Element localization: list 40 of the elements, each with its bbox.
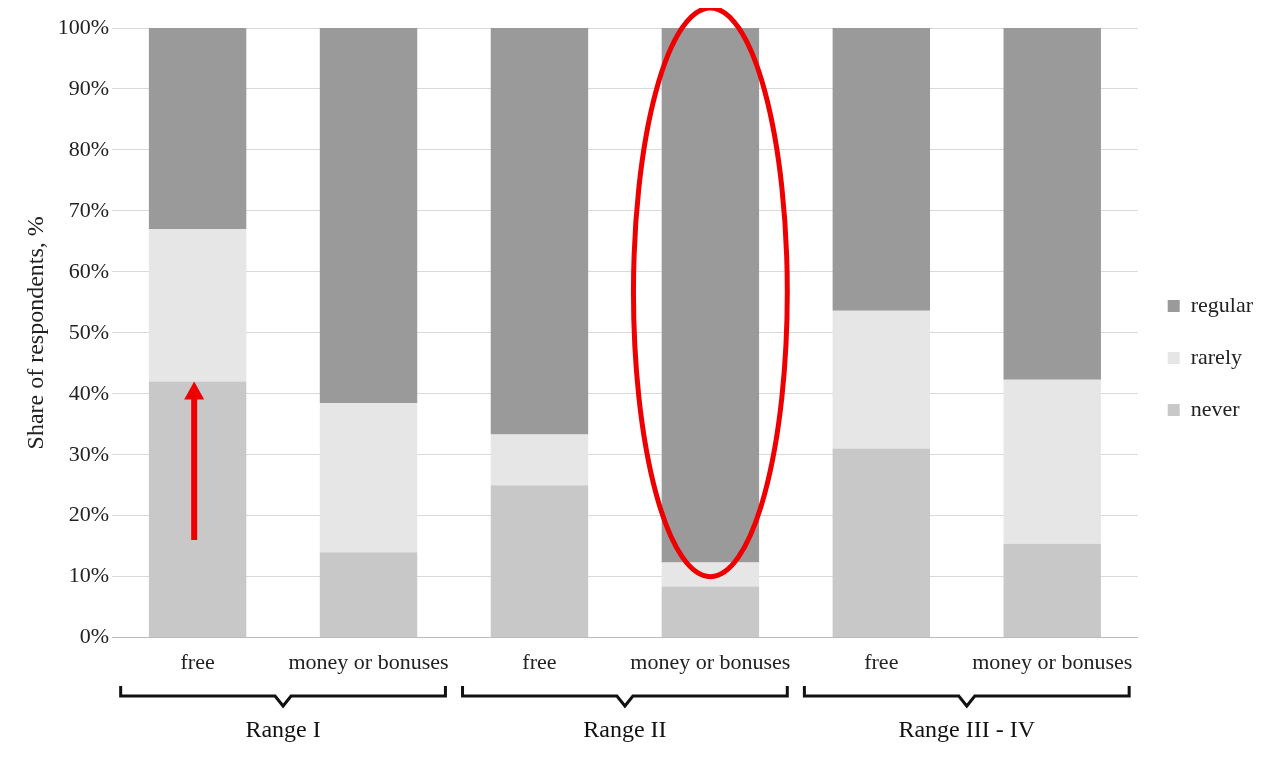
- x-tick-label: money or bonuses: [972, 648, 1133, 674]
- bar: [319, 552, 418, 638]
- bar: [1003, 379, 1101, 544]
- y-tick-label: 90%: [68, 74, 110, 100]
- bar: [832, 448, 931, 638]
- bar: [1003, 543, 1101, 638]
- legend-label: regular: [1190, 291, 1254, 317]
- x-tick-label: free: [180, 648, 215, 674]
- bar: [148, 28, 247, 230]
- text: Range II: [582, 716, 668, 743]
- x-tick-label: free: [522, 648, 557, 674]
- legend-label: never: [1190, 395, 1241, 421]
- y-tick-label: 100%: [57, 13, 110, 39]
- legend-label: rarely: [1190, 343, 1242, 369]
- y-tick-label: 0%: [79, 623, 110, 649]
- bar: [832, 28, 931, 311]
- y-tick-label: 60%: [68, 257, 110, 283]
- bar: [1003, 28, 1101, 380]
- bar: [661, 586, 760, 638]
- x-tick-label: free: [864, 648, 899, 674]
- text: Range III - IV: [897, 716, 1037, 743]
- text: Range I: [244, 716, 322, 743]
- bar: [832, 310, 931, 449]
- y-tick-label: 70%: [68, 196, 110, 222]
- bar: [319, 402, 418, 553]
- y-tick-label: 10%: [68, 562, 110, 588]
- bar: [490, 434, 589, 486]
- y-tick-label: 40%: [68, 379, 110, 405]
- bar: [319, 28, 418, 403]
- y-tick-label: 20%: [68, 501, 110, 527]
- y-tick-label: 30%: [68, 440, 110, 466]
- x-tick-label: money or bonuses: [630, 648, 791, 674]
- y-axis-title: Share of respondents, %: [21, 216, 48, 450]
- y-tick-label: 80%: [68, 135, 110, 161]
- y-tick-label: 50%: [68, 318, 110, 344]
- x-tick-label: money or bonuses: [288, 648, 449, 674]
- bar: [490, 485, 589, 638]
- bar: [148, 381, 247, 638]
- bar: [490, 28, 589, 435]
- bar: [148, 229, 247, 382]
